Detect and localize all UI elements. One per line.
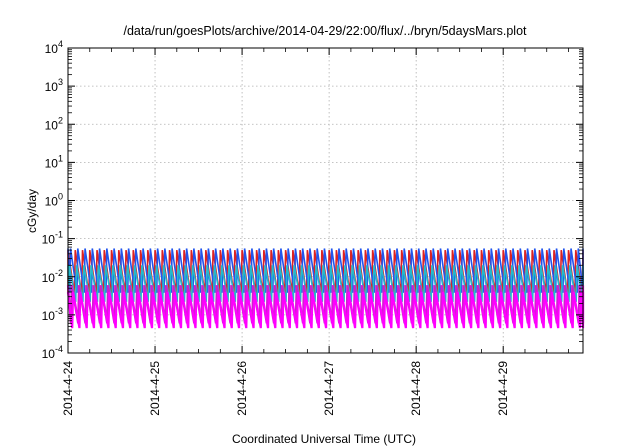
y-axis-label: cGy/day <box>25 189 39 233</box>
chart-title: /data/run/goesPlots/archive/2014-04-29/2… <box>123 24 527 38</box>
x-tick-label: 2014-4-24 <box>61 361 75 416</box>
y-tick-label: 100 <box>45 192 63 209</box>
y-tick-base: 10 <box>45 156 59 170</box>
y-tick-label: 10-2 <box>42 268 63 285</box>
y-tick-base: 10 <box>45 80 59 94</box>
y-tick-exponent: -1 <box>55 230 63 240</box>
y-tick-label: 10-1 <box>42 230 63 247</box>
x-tick-label: 2014-4-29 <box>496 361 510 416</box>
y-tick-exponent: -2 <box>55 268 63 278</box>
y-tick-label: 10-4 <box>42 344 63 361</box>
x-tick-label: 2014-4-25 <box>148 361 162 416</box>
series-layer <box>66 248 585 329</box>
y-tick-base: 10 <box>45 195 59 209</box>
x-tick-label: 2014-4-26 <box>235 361 249 416</box>
y-tick-exponent: 1 <box>58 153 63 163</box>
axes <box>67 47 584 354</box>
y-tick-label: 103 <box>45 77 63 94</box>
y-tick-label: 10-3 <box>42 306 63 323</box>
y-tick-exponent: 3 <box>58 77 63 87</box>
x-tick-label: 2014-4-27 <box>322 361 336 416</box>
y-tick-exponent: 2 <box>58 115 63 125</box>
y-tick-base: 10 <box>42 309 56 323</box>
series-line-5 <box>66 291 585 329</box>
y-tick-exponent: 4 <box>58 39 63 49</box>
y-tick-base: 10 <box>45 42 59 56</box>
x-tick-labels: 2014-4-24 2014-4-25 2014-4-26 2014-4-27 2014… <box>61 361 510 416</box>
x-axis-label: Coordinated Universal Time (UTC) <box>232 432 416 446</box>
y-tick-base: 10 <box>45 118 59 132</box>
y-tick-exponent: 0 <box>58 192 63 202</box>
y-tick-label: 104 <box>45 39 63 56</box>
x-tick-label: 2014-4-28 <box>409 361 423 416</box>
y-tick-base: 10 <box>42 233 56 247</box>
y-tick-exponent: -4 <box>55 344 63 354</box>
plot-frame <box>67 47 584 354</box>
y-tick-label: 102 <box>45 115 63 132</box>
y-tick-base: 10 <box>42 347 56 361</box>
y-tick-label: 101 <box>45 153 63 170</box>
y-tick-exponent: -3 <box>55 306 63 316</box>
y-tick-base: 10 <box>42 271 56 285</box>
